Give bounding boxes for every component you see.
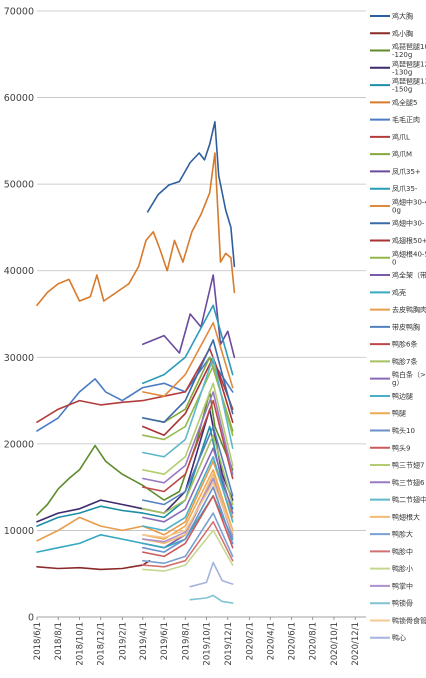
y-tick-label: 40000 xyxy=(4,266,34,277)
legend-label: 毛毛正肉 xyxy=(392,115,420,124)
series-line xyxy=(142,473,234,545)
x-tick-label: 2018/10/1 xyxy=(75,622,85,666)
legend-label: 鸡壳 xyxy=(392,288,406,297)
series-line xyxy=(142,425,234,506)
x-tick-label: 2020/12/1 xyxy=(351,622,361,666)
series-line xyxy=(36,460,234,542)
series-line xyxy=(142,339,234,423)
legend-label: 带皮鸭胸 xyxy=(392,322,420,331)
y-tick-label: 0 xyxy=(28,613,34,624)
series-line xyxy=(142,382,234,475)
x-tick-label: 2019/8/1 xyxy=(181,622,191,660)
legend-label: 鸡爪M xyxy=(392,150,412,159)
legend-label: 凤爪35+ xyxy=(392,168,421,176)
series-line xyxy=(142,486,234,553)
x-tick-label: 2020/6/1 xyxy=(287,622,297,660)
legend-label: 鸭胗中 xyxy=(392,547,413,556)
legend-label: 鸭胗大 xyxy=(392,530,413,539)
series-line xyxy=(142,321,234,397)
legend-label: 鸭二节翅中 xyxy=(392,495,426,504)
legend-label: 去皮鸭胸肉 xyxy=(392,305,426,314)
series-line xyxy=(36,356,234,432)
grid-layer xyxy=(37,10,366,618)
legend-label: 鸡琵琶腿130-150g xyxy=(392,77,426,94)
series-layer xyxy=(36,121,236,604)
series-line xyxy=(189,561,234,588)
series-line xyxy=(142,434,234,514)
legend-label: 鸭翅根大 xyxy=(392,512,420,521)
legend-label: 鸭腿 xyxy=(392,409,406,418)
legend-label: 鸭头9 xyxy=(392,443,410,452)
y-tick-label: 50000 xyxy=(4,180,34,191)
x-tick-label: 2020/4/1 xyxy=(266,622,276,660)
legend-label: 鸡翅中30- xyxy=(392,219,425,228)
series-line xyxy=(142,521,234,568)
legend-label: 鸭胗6条 xyxy=(392,340,417,349)
series-line xyxy=(142,469,234,540)
legend-label: 鸡琵琶腿120-130g xyxy=(392,59,426,76)
legend-label: 鸭心 xyxy=(392,633,406,642)
series-line xyxy=(142,529,234,572)
legend-label: 鸭头10 xyxy=(392,426,415,435)
legend-label: 凤爪35- xyxy=(392,185,418,193)
series-line xyxy=(142,482,234,539)
legend-label: 鸡翅根50+ xyxy=(392,236,426,245)
x-tick-label: 2018/6/1 xyxy=(33,622,43,660)
legend-label: 鸡翅根40-5 0 xyxy=(392,249,426,266)
series-line xyxy=(142,512,234,565)
series-line xyxy=(36,152,236,307)
legend-label: 鸡全腿5 xyxy=(392,98,417,107)
series-line xyxy=(146,121,236,268)
legend-label: 鸭三节翅7 xyxy=(392,461,424,470)
legend-label: 鸭白条（>2kg） xyxy=(392,370,426,387)
series-line xyxy=(36,559,151,571)
series-line xyxy=(36,495,234,553)
x-tick-label: 2019/6/1 xyxy=(160,622,170,660)
series-line xyxy=(36,425,234,527)
series-line xyxy=(142,456,234,532)
series-line xyxy=(142,399,234,493)
x-tick-label: 2020/2/1 xyxy=(245,622,255,660)
legend-label: 鸡全架（带膝） xyxy=(392,271,426,280)
x-tick-label: 2019/10/1 xyxy=(203,622,213,666)
series-line xyxy=(142,447,234,523)
series-line xyxy=(142,356,234,458)
legend-label: 鸭掌中 xyxy=(392,581,413,590)
legend-label: 鸡小胸 xyxy=(392,29,413,38)
axis-layer: 0 10000 20000 30000 40000 50000 60000 70000 2018… xyxy=(4,7,361,666)
x-tick-label: 2019/4/1 xyxy=(139,622,149,660)
y-tick-label: 60000 xyxy=(4,93,34,104)
legend-label: 鸡琵琶腿100-120g xyxy=(392,42,426,59)
y-tick-label: 20000 xyxy=(4,439,34,450)
series-line xyxy=(142,356,234,436)
series-line xyxy=(36,391,234,516)
legend: 鸡大胸鸡小胸鸡琵琶腿100-120g鸡琵琶腿120-130g鸡琵琶腿130-15… xyxy=(370,12,426,642)
series-line xyxy=(189,594,234,604)
series-line xyxy=(142,391,234,484)
y-tick-label: 70000 xyxy=(4,7,34,18)
series-line xyxy=(142,495,234,558)
x-tick-label: 2019/12/1 xyxy=(224,622,234,666)
legend-label: 鸡大胸 xyxy=(392,12,413,21)
legend-label: 鸭锁骨食管 xyxy=(392,616,426,625)
legend-label: 鸭胗小 xyxy=(392,564,413,573)
x-tick-label: 2020/8/1 xyxy=(309,622,319,660)
series-line xyxy=(142,304,234,385)
legend-label: 鸭胗7条 xyxy=(392,357,417,366)
series-line xyxy=(36,347,234,423)
x-tick-label: 2020/10/1 xyxy=(330,622,340,666)
y-tick-label: 10000 xyxy=(4,526,34,537)
legend-label: 鸡翅中30-4 0g xyxy=(392,198,426,215)
legend-label: 鸭锁骨 xyxy=(392,599,413,608)
x-tick-label: 2018/8/1 xyxy=(54,622,64,660)
y-tick-label: 30000 xyxy=(4,353,34,364)
legend-label: 鸭三节翅6 xyxy=(392,478,425,487)
x-tick-label: 2019/2/1 xyxy=(118,622,128,660)
x-tick-label: 2018/12/1 xyxy=(97,622,107,666)
legend-label: 鸭边腿 xyxy=(392,391,413,400)
legend-label: 鸡爪L xyxy=(392,132,410,141)
